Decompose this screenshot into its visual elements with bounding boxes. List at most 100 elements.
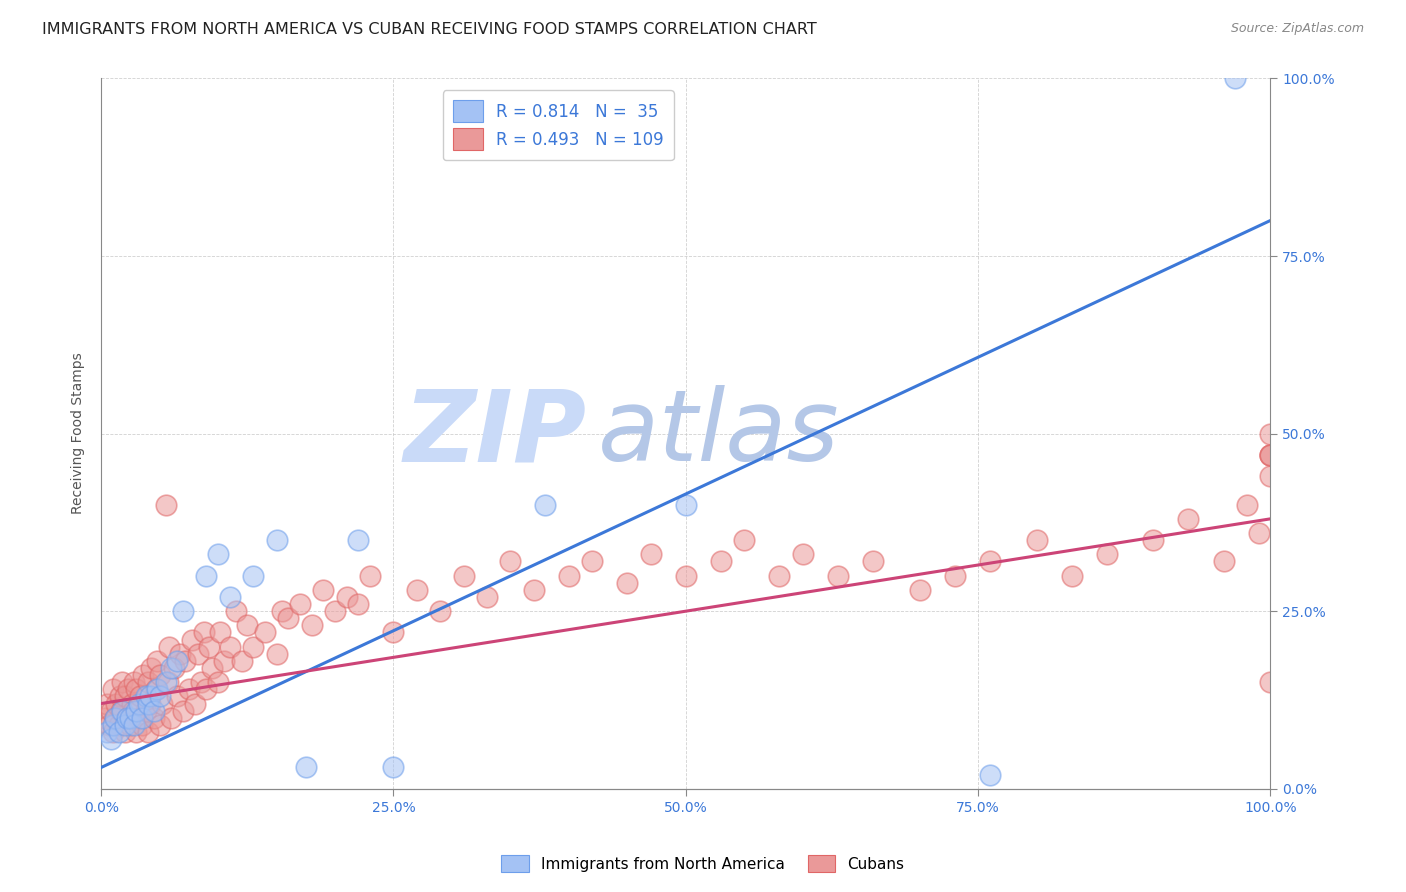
- Point: [979, 767, 1001, 781]
- Point: [908, 582, 931, 597]
- Point: [142, 711, 165, 725]
- Legend: Immigrants from North America, Cubans: Immigrants from North America, Cubans: [494, 847, 912, 880]
- Point: [135, 704, 157, 718]
- Point: [231, 654, 253, 668]
- Point: [128, 690, 150, 704]
- Point: [181, 632, 204, 647]
- Point: [733, 533, 755, 548]
- Point: [136, 675, 159, 690]
- Point: [115, 711, 138, 725]
- Point: [266, 647, 288, 661]
- Point: [1142, 533, 1164, 548]
- Point: [640, 547, 662, 561]
- Point: [242, 640, 264, 654]
- Point: [122, 675, 145, 690]
- Point: [1236, 498, 1258, 512]
- Point: [499, 554, 522, 568]
- Text: IMMIGRANTS FROM NORTH AMERICA VS CUBAN RECEIVING FOOD STAMPS CORRELATION CHART: IMMIGRANTS FROM NORTH AMERICA VS CUBAN R…: [42, 22, 817, 37]
- Point: [301, 618, 323, 632]
- Point: [236, 618, 259, 632]
- Point: [104, 711, 127, 725]
- Point: [288, 597, 311, 611]
- Point: [1225, 71, 1247, 86]
- Point: [114, 725, 136, 739]
- Point: [862, 554, 884, 568]
- Point: [209, 625, 232, 640]
- Point: [675, 498, 697, 512]
- Point: [453, 568, 475, 582]
- Point: [131, 718, 153, 732]
- Point: [169, 647, 191, 661]
- Point: [323, 604, 346, 618]
- Point: [121, 697, 143, 711]
- Point: [132, 668, 155, 682]
- Point: [104, 711, 127, 725]
- Point: [534, 498, 557, 512]
- Point: [1060, 568, 1083, 582]
- Point: [271, 604, 294, 618]
- Point: [122, 718, 145, 732]
- Point: [156, 675, 179, 690]
- Point: [193, 625, 215, 640]
- Point: [96, 725, 118, 739]
- Point: [135, 690, 157, 704]
- Point: [125, 704, 148, 718]
- Point: [174, 654, 197, 668]
- Point: [120, 711, 142, 725]
- Point: [139, 697, 162, 711]
- Point: [98, 718, 121, 732]
- Point: [616, 575, 638, 590]
- Point: [100, 704, 122, 718]
- Point: [827, 568, 849, 582]
- Point: [149, 718, 172, 732]
- Point: [141, 661, 163, 675]
- Point: [581, 554, 603, 568]
- Point: [117, 682, 139, 697]
- Point: [1025, 533, 1047, 548]
- Point: [242, 568, 264, 582]
- Point: [96, 697, 118, 711]
- Point: [195, 568, 218, 582]
- Point: [277, 611, 299, 625]
- Point: [347, 533, 370, 548]
- Point: [184, 697, 207, 711]
- Point: [675, 568, 697, 582]
- Y-axis label: Receiving Food Stamps: Receiving Food Stamps: [72, 352, 86, 515]
- Point: [125, 682, 148, 697]
- Point: [190, 675, 212, 690]
- Point: [347, 597, 370, 611]
- Point: [207, 547, 229, 561]
- Point: [212, 654, 235, 668]
- Point: [107, 718, 129, 732]
- Point: [1095, 547, 1118, 561]
- Point: [359, 568, 381, 582]
- Text: Source: ZipAtlas.com: Source: ZipAtlas.com: [1230, 22, 1364, 36]
- Point: [166, 690, 188, 704]
- Point: [197, 640, 219, 654]
- Point: [110, 704, 132, 718]
- Point: [979, 554, 1001, 568]
- Text: ZIP: ZIP: [404, 385, 586, 482]
- Text: atlas: atlas: [598, 385, 839, 482]
- Point: [155, 498, 177, 512]
- Point: [1260, 448, 1282, 462]
- Point: [1260, 448, 1282, 462]
- Point: [1260, 469, 1282, 483]
- Point: [475, 590, 498, 604]
- Point: [558, 568, 581, 582]
- Point: [114, 690, 136, 704]
- Point: [111, 675, 134, 690]
- Point: [225, 604, 247, 618]
- Point: [149, 668, 172, 682]
- Point: [157, 640, 180, 654]
- Point: [382, 760, 405, 774]
- Point: [382, 625, 405, 640]
- Point: [187, 647, 209, 661]
- Point: [149, 690, 172, 704]
- Point: [943, 568, 966, 582]
- Point: [172, 604, 194, 618]
- Point: [792, 547, 814, 561]
- Point: [163, 661, 186, 675]
- Point: [131, 711, 153, 725]
- Point: [429, 604, 451, 618]
